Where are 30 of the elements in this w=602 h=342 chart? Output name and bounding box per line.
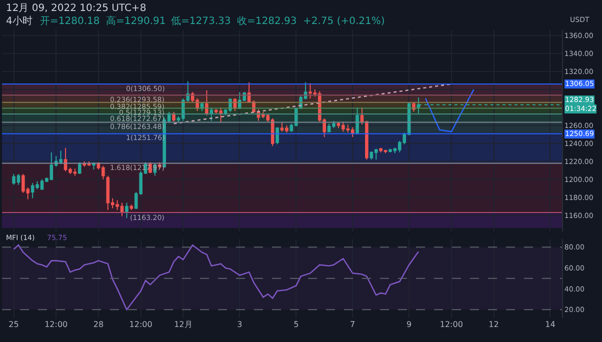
x-tick-label: 12:00 xyxy=(440,320,463,329)
x-tick-label: 14 xyxy=(545,320,556,329)
chart-subtitle: 4小时 xyxy=(6,15,32,27)
candlestick xyxy=(82,160,86,168)
x-tick-label: 9 xyxy=(406,320,412,329)
candlestick xyxy=(205,90,208,116)
x-tick-label: 3 xyxy=(237,320,242,329)
text: 高=1290.91 xyxy=(106,15,166,27)
x-tick-label: 12月 xyxy=(174,320,192,329)
text: 收=1282.93 xyxy=(237,16,297,27)
candlestick xyxy=(356,106,359,134)
chart-title: 12月 09, 2022 10:25 UTC+8 xyxy=(6,3,146,14)
candlestick xyxy=(106,175,110,210)
x-tick-label: 7 xyxy=(350,320,356,329)
candlestick xyxy=(276,126,279,145)
candlestick xyxy=(374,148,378,160)
x-tick-label: 12:00 xyxy=(129,320,152,329)
x-tick-label: 5 xyxy=(294,320,299,329)
line-series xyxy=(13,244,420,310)
text: +2.75 (+0.21%) xyxy=(303,16,385,27)
x-tick-label: 12:00 xyxy=(44,320,68,329)
candlestick xyxy=(130,204,134,210)
candlestick xyxy=(125,202,128,219)
candlestick xyxy=(78,162,82,174)
x-tick-label: 12 xyxy=(488,320,499,329)
text: 低=1273.33 xyxy=(171,16,231,27)
x-tick-label: 28 xyxy=(93,320,104,329)
text: 开=1280.18 xyxy=(40,16,100,27)
candlestick xyxy=(92,162,96,170)
x-tick-label: 25 xyxy=(8,320,19,329)
